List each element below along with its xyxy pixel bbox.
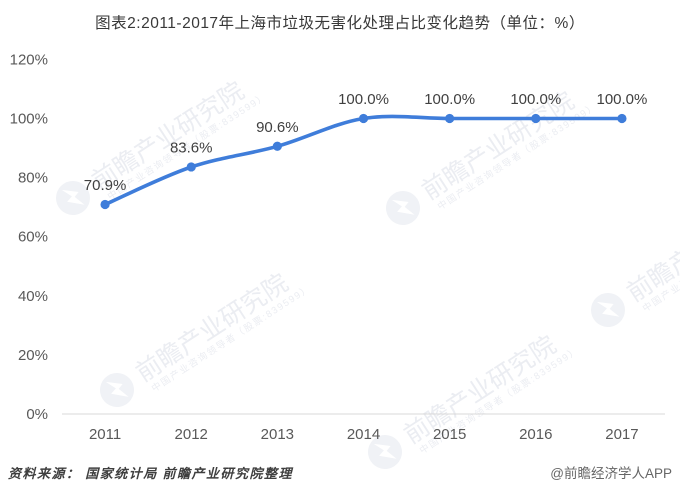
qianzhan-bird-icon [596,301,620,317]
x-axis-label: 2015 [433,426,466,443]
brand-credit: @前瞻经济学人APP [550,466,672,481]
data-point [272,141,282,151]
y-axis-tick-label: 60% [18,229,48,246]
y-axis-tick-label: 40% [18,288,48,305]
qianzhan-bird-icon [61,189,85,205]
data-point [186,162,196,172]
data-point [445,113,455,124]
x-axis-label: 2016 [519,426,552,443]
x-axis-label: 2014 [347,426,380,443]
data-point-label: 70.9% [84,177,127,194]
x-axis-label: 2011 [89,426,121,443]
qianzhan-bird-icon [373,443,397,459]
y-axis-tick-label: 80% [18,170,48,187]
watermark-brand-text: 前瞻产业研究院 [131,269,293,388]
data-point [531,113,541,124]
data-point [358,113,369,124]
chart-title: 图表2:2011-2017年上海市垃圾无害化处理占比变化趋势（单位：%） [95,15,585,32]
y-axis-tick-label: 0% [26,406,48,423]
source-note: 资料来源： 国家统计局 前瞻产业研究院整理 [8,466,294,481]
x-axis-label: 2017 [605,426,638,443]
data-point [617,113,627,124]
data-point-label: 90.6% [256,119,299,136]
footer: 资料来源： 国家统计局 前瞻产业研究院整理 @前瞻经济学人APP [0,462,680,482]
data-point-label: 100.0% [424,91,475,108]
y-axis-tick-label: 100% [10,111,48,128]
x-axis-label: 2013 [261,426,294,443]
data-point-label: 100.0% [596,91,647,108]
y-axis-tick-label: 120% [10,51,48,68]
data-point [100,199,110,210]
data-point-label: 83.6% [170,139,213,156]
data-point-label: 100.0% [510,91,561,108]
x-axis-label: 2012 [175,426,208,443]
qianzhan-bird-icon [391,199,415,215]
data-point-label: 100.0% [338,91,389,108]
y-axis-tick-label: 20% [18,347,48,364]
qianzhan-bird-icon [105,381,129,397]
